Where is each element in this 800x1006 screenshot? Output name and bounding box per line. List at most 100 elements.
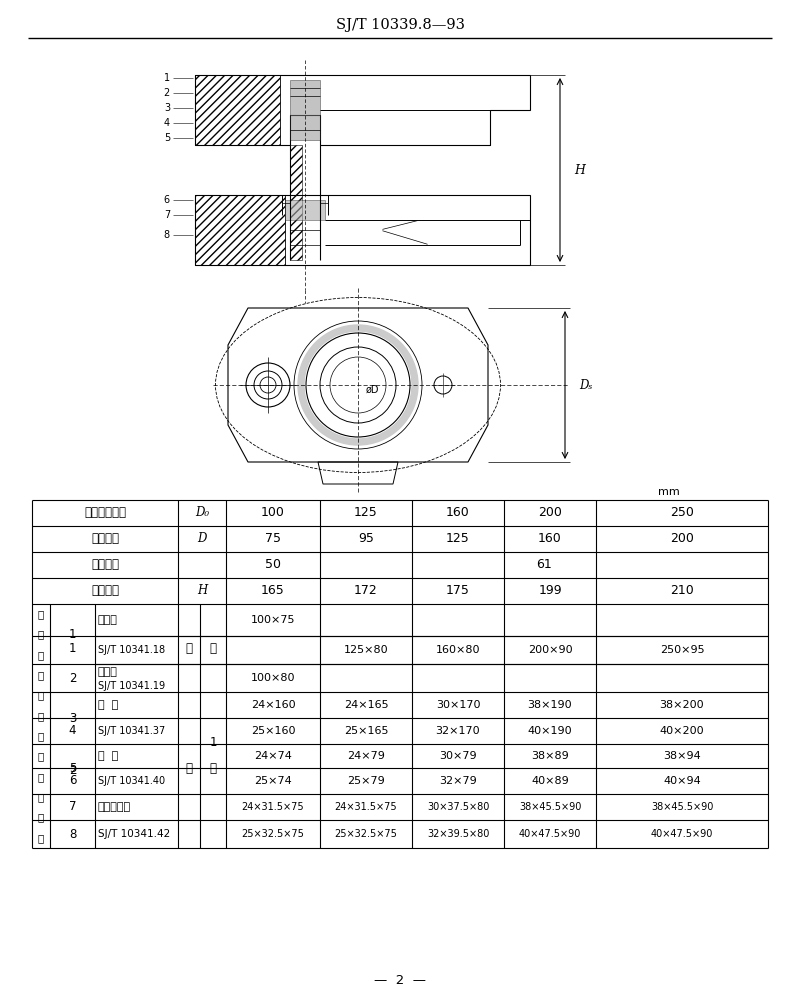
Text: 38×89: 38×89 xyxy=(531,751,569,761)
Text: 40×94: 40×94 xyxy=(663,776,701,786)
Text: 32×79: 32×79 xyxy=(439,776,477,786)
Text: 格: 格 xyxy=(210,763,217,776)
Text: D: D xyxy=(198,532,206,545)
Text: 7: 7 xyxy=(69,801,76,814)
Text: 250×95: 250×95 xyxy=(660,645,704,655)
Text: 2: 2 xyxy=(69,764,76,777)
Text: 50: 50 xyxy=(265,558,281,571)
Text: 闭合高度: 闭合高度 xyxy=(91,584,119,598)
Text: 8: 8 xyxy=(164,230,170,240)
Text: 准: 准 xyxy=(38,792,44,802)
Text: D₀: D₀ xyxy=(195,506,209,519)
Text: 最大行程: 最大行程 xyxy=(91,558,119,571)
Text: 24×160: 24×160 xyxy=(250,700,295,710)
Text: 3: 3 xyxy=(164,103,170,113)
Text: mm: mm xyxy=(658,487,680,497)
Text: 25×32.5×75: 25×32.5×75 xyxy=(334,829,398,839)
Text: 38×94: 38×94 xyxy=(663,751,701,761)
Text: 38×45.5×90: 38×45.5×90 xyxy=(519,802,581,812)
Text: 125: 125 xyxy=(354,506,378,519)
Text: 75: 75 xyxy=(265,532,281,545)
Text: 7: 7 xyxy=(164,210,170,220)
Text: 95: 95 xyxy=(358,532,374,545)
Text: 1: 1 xyxy=(69,642,76,655)
Text: 4: 4 xyxy=(69,724,76,737)
Text: 件: 件 xyxy=(38,630,44,640)
Text: øD: øD xyxy=(366,385,379,395)
Text: 25×160: 25×160 xyxy=(250,726,295,736)
Text: 上模座: 上模座 xyxy=(98,615,118,625)
Text: 38×200: 38×200 xyxy=(660,700,704,710)
Text: 25×165: 25×165 xyxy=(344,726,388,736)
Text: 1: 1 xyxy=(210,736,217,749)
Text: 25×32.5×75: 25×32.5×75 xyxy=(242,829,305,839)
Text: 件: 件 xyxy=(38,650,44,660)
Text: 40×47.5×90: 40×47.5×90 xyxy=(651,829,713,839)
Text: 8: 8 xyxy=(69,828,76,840)
Text: 250: 250 xyxy=(670,506,694,519)
Text: 5: 5 xyxy=(69,763,76,776)
Text: 4: 4 xyxy=(164,118,170,128)
Text: 6: 6 xyxy=(164,195,170,205)
Text: 30×37.5×80: 30×37.5×80 xyxy=(427,802,489,812)
Text: 175: 175 xyxy=(446,584,470,598)
Text: 25×79: 25×79 xyxy=(347,776,385,786)
Text: 200: 200 xyxy=(538,506,562,519)
Text: SJ/T 10341.37: SJ/T 10341.37 xyxy=(98,726,166,736)
Text: 25×74: 25×74 xyxy=(254,776,292,786)
Text: SJ/T 10339.8—93: SJ/T 10339.8—93 xyxy=(335,18,465,32)
Text: 2: 2 xyxy=(69,671,76,684)
Text: 38×45.5×90: 38×45.5×90 xyxy=(651,802,713,812)
Text: 标: 标 xyxy=(38,772,44,782)
Text: SJ/T 10341.18: SJ/T 10341.18 xyxy=(98,645,165,655)
Text: 3: 3 xyxy=(69,711,76,724)
Text: 零: 零 xyxy=(38,610,44,619)
Text: 1: 1 xyxy=(69,628,76,641)
Text: SJ/T 10341.19: SJ/T 10341.19 xyxy=(98,681,165,691)
Text: 100×80: 100×80 xyxy=(250,673,295,683)
Text: 125×80: 125×80 xyxy=(344,645,388,655)
Text: 6: 6 xyxy=(69,775,76,788)
Text: 钢球保持圈: 钢球保持圈 xyxy=(98,802,131,812)
Text: 199: 199 xyxy=(538,584,562,598)
Text: 2: 2 xyxy=(164,88,170,98)
Text: 量: 量 xyxy=(186,763,193,776)
Text: 200×90: 200×90 xyxy=(528,645,572,655)
Text: 编: 编 xyxy=(38,813,44,823)
Text: Dₛ: Dₛ xyxy=(579,378,592,391)
Text: 32×39.5×80: 32×39.5×80 xyxy=(427,829,489,839)
Polygon shape xyxy=(285,200,325,220)
Text: 200: 200 xyxy=(670,532,694,545)
Text: 40×47.5×90: 40×47.5×90 xyxy=(519,829,581,839)
Text: 160: 160 xyxy=(538,532,562,545)
Text: 160: 160 xyxy=(446,506,470,519)
Text: 号: 号 xyxy=(38,833,44,843)
Text: 125: 125 xyxy=(446,532,470,545)
Text: SJ/T 10341.40: SJ/T 10341.40 xyxy=(98,776,165,786)
Text: 1: 1 xyxy=(164,73,170,83)
Text: 40×200: 40×200 xyxy=(660,726,704,736)
Text: 24×79: 24×79 xyxy=(347,751,385,761)
Text: SJ/T 10341.42: SJ/T 10341.42 xyxy=(98,829,170,839)
Text: 号: 号 xyxy=(38,670,44,680)
Text: 32×170: 32×170 xyxy=(436,726,480,736)
Text: 凹模周界: 凹模周界 xyxy=(91,532,119,545)
Text: H: H xyxy=(197,584,207,598)
Text: 模架工作范围: 模架工作范围 xyxy=(84,506,126,519)
Text: 40×190: 40×190 xyxy=(528,726,572,736)
Text: 名: 名 xyxy=(38,711,44,721)
Text: 数: 数 xyxy=(186,642,193,655)
Text: 38×190: 38×190 xyxy=(528,700,572,710)
Text: 165: 165 xyxy=(261,584,285,598)
Text: 172: 172 xyxy=(354,584,378,598)
Text: H: H xyxy=(574,164,585,176)
Text: 及: 及 xyxy=(38,751,44,762)
Text: 规: 规 xyxy=(210,642,217,655)
Text: 30×170: 30×170 xyxy=(436,700,480,710)
Text: 下模座: 下模座 xyxy=(98,667,118,677)
Text: 5: 5 xyxy=(164,133,170,143)
Text: 100×75: 100×75 xyxy=(250,615,295,625)
Text: 称: 称 xyxy=(38,731,44,741)
Text: 导  柱: 导 柱 xyxy=(98,700,118,710)
Text: —  2  —: — 2 — xyxy=(374,974,426,987)
